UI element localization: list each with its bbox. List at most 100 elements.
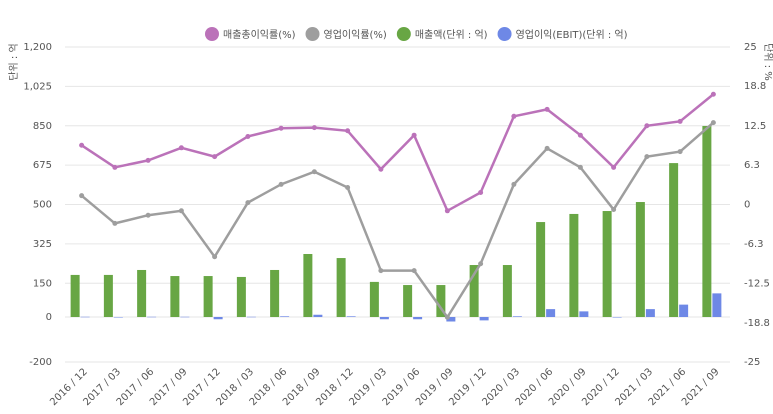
line-point (345, 184, 351, 190)
line (80, 93, 715, 213)
y-tick-label: 1,200 (23, 42, 52, 53)
bar (512, 316, 522, 317)
bar (246, 316, 256, 318)
y-tick-label: 850 (33, 121, 52, 132)
line-point (145, 212, 151, 218)
y-tick-label: 500 (33, 200, 52, 211)
line-point (710, 120, 716, 126)
bar (80, 316, 90, 318)
bar (303, 254, 313, 317)
line-point (311, 169, 317, 175)
y2-tick-label: 6.3 (744, 160, 760, 171)
y-axis-label: 단위 : 억 (7, 43, 20, 80)
line-point (511, 113, 517, 119)
bar (137, 269, 147, 317)
bar (346, 316, 356, 317)
bar (579, 311, 589, 317)
y-tick-label: 1,025 (23, 81, 52, 92)
bar (103, 274, 113, 317)
line-point (644, 154, 650, 160)
line-point (178, 208, 184, 214)
line-point (411, 268, 417, 274)
line-point (311, 125, 317, 131)
bar (469, 265, 479, 317)
line-point (378, 268, 384, 274)
bar (180, 316, 190, 318)
bar (546, 309, 556, 317)
bar (336, 258, 346, 317)
y-tick-label: -200 (29, 357, 52, 368)
line-point (611, 164, 617, 170)
bar (702, 125, 712, 317)
bar (446, 317, 456, 322)
line-point (677, 118, 683, 124)
line-point (278, 181, 284, 187)
legend-swatch (205, 27, 219, 41)
bar (645, 309, 655, 317)
bar (369, 281, 379, 317)
bar (679, 304, 689, 317)
bar (270, 269, 280, 317)
bar (147, 316, 157, 318)
legend-swatch (305, 27, 320, 41)
line-point (611, 207, 617, 213)
y-tick-label: 150 (33, 278, 52, 289)
line-point (710, 91, 716, 97)
line-point (544, 106, 550, 112)
legend-label: 영업이익률(%) (324, 28, 387, 41)
bar (236, 276, 246, 317)
line-point (478, 190, 484, 196)
bar (436, 285, 446, 317)
legend-swatch (396, 27, 411, 41)
y2-tick-label: -6.3 (744, 239, 764, 250)
bar (612, 317, 622, 318)
line-point (544, 145, 550, 151)
line-point (178, 145, 184, 151)
line-point (411, 132, 417, 138)
line-point (511, 181, 517, 187)
bar (413, 317, 423, 320)
line-point (79, 193, 85, 199)
bar (280, 316, 290, 317)
line-point (644, 123, 650, 129)
y2-axis-label: 단위 : % (762, 43, 773, 81)
y2-tick-label: 0 (744, 200, 750, 211)
y2-tick-label: 12.5 (744, 121, 766, 132)
line-point (478, 261, 484, 267)
line-point (145, 157, 151, 163)
y2-tick-label: -12.5 (744, 278, 770, 289)
bar (602, 211, 612, 317)
line-point (112, 220, 118, 226)
line-point (444, 314, 450, 320)
y2-tick-label: -18.8 (744, 318, 770, 329)
y-tick-label: 325 (33, 239, 52, 250)
line (80, 121, 715, 320)
line-point (212, 154, 218, 160)
y2-tick-label: 25 (744, 42, 757, 53)
y-tick-label: 0 (46, 312, 52, 323)
bar (502, 265, 512, 317)
line-point (278, 125, 284, 131)
bar (669, 163, 679, 317)
line-point (677, 149, 683, 155)
bar (70, 274, 80, 317)
bar (569, 213, 579, 317)
line-point (112, 164, 118, 170)
line-point (212, 254, 218, 260)
bar (536, 222, 546, 317)
legend-label: 매출총이익률(%) (223, 29, 296, 41)
bar (170, 276, 180, 317)
bar (479, 317, 489, 321)
line-point (577, 164, 583, 170)
legend-label: 영업이익(EBIT)(단위 : 억) (516, 28, 628, 41)
line-point (245, 133, 251, 139)
bar (403, 285, 413, 317)
line-point (345, 128, 351, 134)
bar (635, 202, 645, 317)
line-point (79, 142, 85, 148)
line-point (378, 166, 384, 172)
line-point (577, 132, 583, 138)
bar (379, 317, 389, 320)
bar (213, 317, 223, 320)
